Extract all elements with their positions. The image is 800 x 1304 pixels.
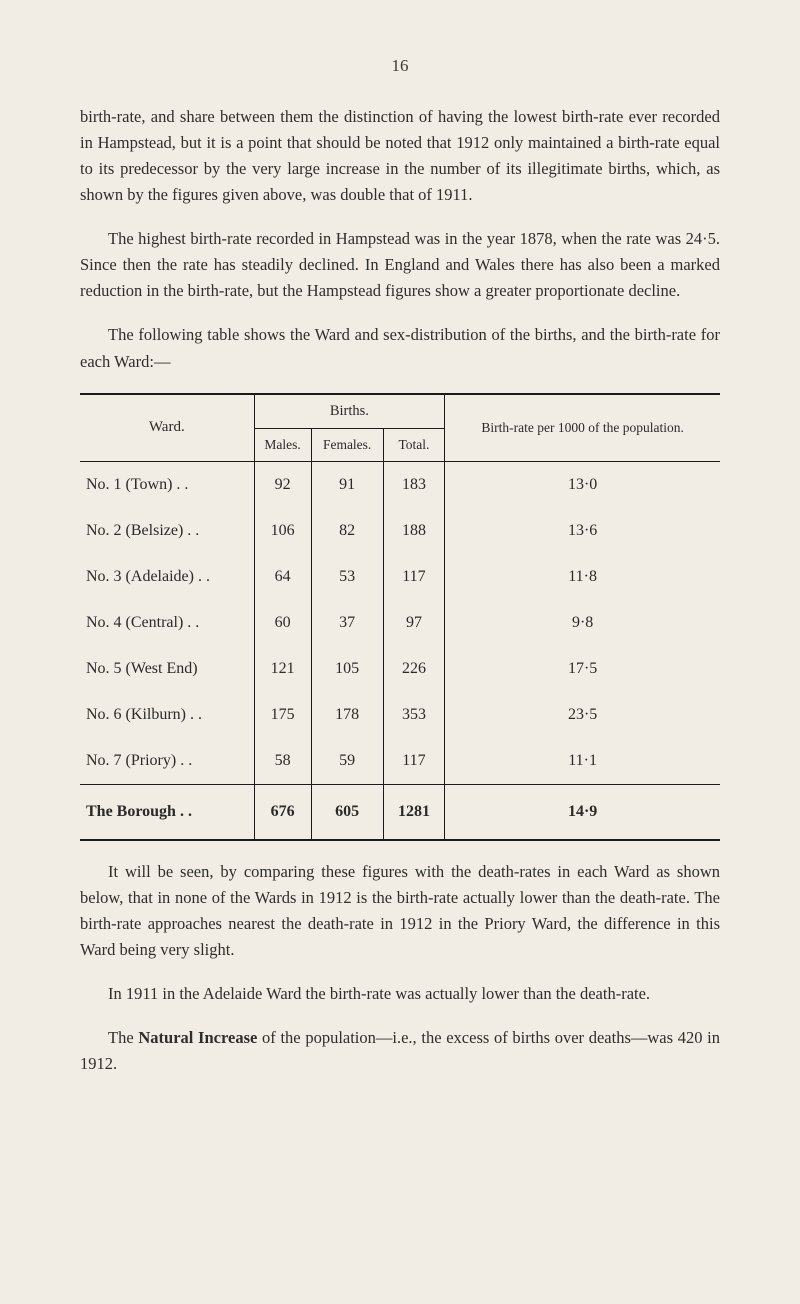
- table-row: No. 2 (Belsize) . . 106 82 188 13·6: [80, 508, 720, 554]
- cell-total: 117: [383, 554, 445, 600]
- births-table: Ward. Births. Birth-rate per 1000 of the…: [80, 393, 720, 841]
- col-ward: Ward.: [80, 394, 254, 462]
- table-row: No. 6 (Kilburn) . . 175 178 353 23·5: [80, 692, 720, 738]
- cell-ward: No. 6 (Kilburn) . .: [80, 692, 254, 738]
- cell-ward: No. 3 (Adelaide) . .: [80, 554, 254, 600]
- cell-ward: No. 7 (Priory) . .: [80, 738, 254, 785]
- cell-females: 37: [311, 600, 383, 646]
- paragraph-2: The highest birth-rate recorded in Hamps…: [80, 226, 720, 304]
- cell-males: 64: [254, 554, 311, 600]
- paragraph-1: birth-rate, and share between them the d…: [80, 104, 720, 208]
- table-row: No. 1 (Town) . . 92 91 183 13·0: [80, 461, 720, 508]
- page-number: 16: [80, 56, 720, 76]
- p6-pre: The: [108, 1028, 138, 1047]
- cell-total: 226: [383, 646, 445, 692]
- cell-total: 117: [383, 738, 445, 785]
- paragraph-6: The Natural Increase of the population—i…: [80, 1025, 720, 1077]
- table-row: No. 4 (Central) . . 60 37 97 9·8: [80, 600, 720, 646]
- cell-rate: 23·5: [445, 692, 720, 738]
- table-total-row: The Borough . . 676 605 1281 14·9: [80, 784, 720, 840]
- col-births: Births.: [254, 394, 445, 429]
- p6-bold: Natural Increase: [138, 1028, 257, 1047]
- cell-rate: 11·8: [445, 554, 720, 600]
- cell-ward: No. 1 (Town) . .: [80, 461, 254, 508]
- cell-males: 106: [254, 508, 311, 554]
- paragraph-4: It will be seen, by comparing these figu…: [80, 859, 720, 963]
- cell-males: 121: [254, 646, 311, 692]
- table-row: No. 7 (Priory) . . 58 59 117 11·1: [80, 738, 720, 785]
- cell-males-total: 676: [254, 784, 311, 840]
- cell-rate: 13·6: [445, 508, 720, 554]
- cell-total: 183: [383, 461, 445, 508]
- cell-males: 58: [254, 738, 311, 785]
- cell-ward: No. 5 (West End): [80, 646, 254, 692]
- table-row: No. 3 (Adelaide) . . 64 53 117 11·8: [80, 554, 720, 600]
- cell-ward-total: The Borough . .: [80, 784, 254, 840]
- cell-males: 92: [254, 461, 311, 508]
- paragraph-3: The following table shows the Ward and s…: [80, 322, 720, 374]
- col-total: Total.: [383, 428, 445, 461]
- col-females: Females.: [311, 428, 383, 461]
- cell-ward: No. 2 (Belsize) . .: [80, 508, 254, 554]
- cell-females: 91: [311, 461, 383, 508]
- paragraph-5: In 1911 in the Adelaide Ward the birth-r…: [80, 981, 720, 1007]
- cell-females: 82: [311, 508, 383, 554]
- cell-females: 105: [311, 646, 383, 692]
- table-row: No. 5 (West End) 121 105 226 17·5: [80, 646, 720, 692]
- cell-females: 53: [311, 554, 383, 600]
- cell-total-total: 1281: [383, 784, 445, 840]
- cell-females: 59: [311, 738, 383, 785]
- cell-rate: 11·1: [445, 738, 720, 785]
- cell-males: 60: [254, 600, 311, 646]
- cell-total: 188: [383, 508, 445, 554]
- cell-rate: 13·0: [445, 461, 720, 508]
- cell-rate: 9·8: [445, 600, 720, 646]
- cell-females-total: 605: [311, 784, 383, 840]
- col-rate: Birth-rate per 1000 of the population.: [445, 394, 720, 462]
- cell-males: 175: [254, 692, 311, 738]
- cell-females: 178: [311, 692, 383, 738]
- col-males: Males.: [254, 428, 311, 461]
- cell-total: 97: [383, 600, 445, 646]
- cell-total: 353: [383, 692, 445, 738]
- cell-rate: 17·5: [445, 646, 720, 692]
- cell-ward: No. 4 (Central) . .: [80, 600, 254, 646]
- cell-rate-total: 14·9: [445, 784, 720, 840]
